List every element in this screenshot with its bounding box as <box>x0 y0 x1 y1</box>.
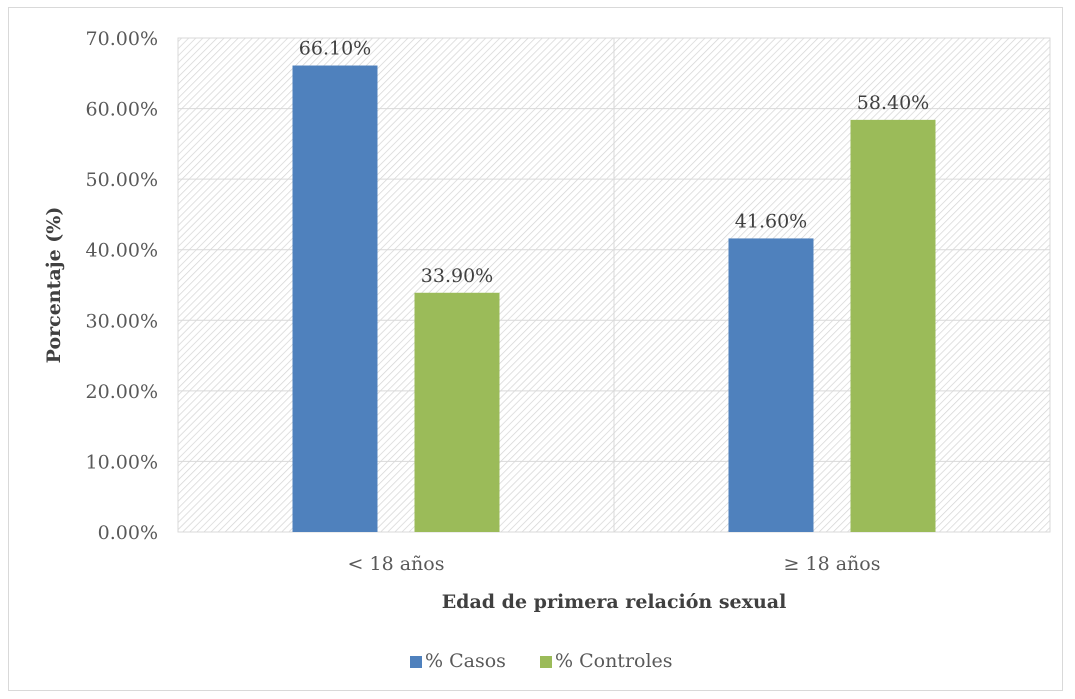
y-axis-title: Porcentaje (%) <box>43 207 65 364</box>
legend-label: % Controles <box>555 650 673 672</box>
x-axis-title: Edad de primera relación sexual <box>442 591 787 613</box>
y-tick-label: 60.00% <box>86 99 158 121</box>
data-label: 66.10% <box>299 38 371 60</box>
bar <box>414 292 500 532</box>
y-tick-label: 40.00% <box>86 240 158 262</box>
y-tick-label: 10.00% <box>86 451 158 473</box>
bar <box>292 65 378 532</box>
y-tick-label: 50.00% <box>86 169 158 191</box>
bar <box>728 238 814 532</box>
data-label: 58.40% <box>857 92 929 114</box>
y-tick-label: 20.00% <box>86 381 158 403</box>
y-tick-label: 70.00% <box>86 28 158 50</box>
bar <box>850 119 936 532</box>
legend-swatch <box>410 656 422 668</box>
legend: % Casos % Controles <box>410 650 673 672</box>
data-label: 41.60% <box>735 210 807 232</box>
x-tick-label: < 18 años <box>348 553 445 575</box>
x-tick-label: ≥ 18 años <box>784 553 881 575</box>
y-tick-label: 0.00% <box>98 522 158 544</box>
legend-label: % Casos <box>425 650 506 672</box>
legend-swatch <box>540 656 552 668</box>
y-tick-label: 30.00% <box>86 310 158 332</box>
data-label: 33.90% <box>421 265 493 287</box>
